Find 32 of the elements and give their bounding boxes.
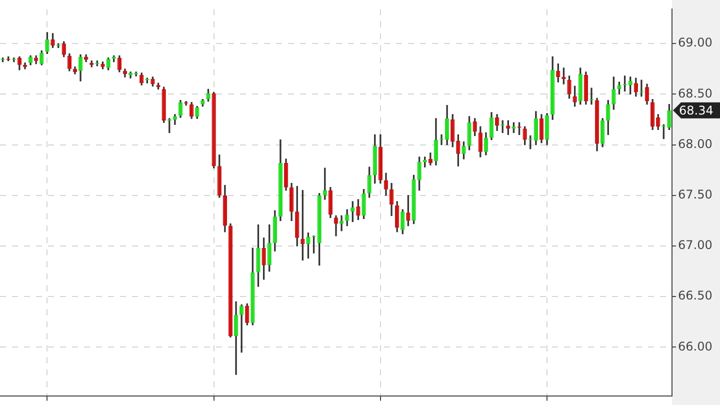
candlestick bbox=[617, 82, 622, 95]
candlestick bbox=[50, 33, 55, 48]
candlestick bbox=[306, 232, 310, 258]
candlestick bbox=[362, 189, 366, 220]
candlestick bbox=[100, 61, 105, 70]
candlestick bbox=[200, 98, 205, 107]
candlestick bbox=[612, 76, 616, 110]
candlestick bbox=[667, 104, 672, 130]
candlestick bbox=[572, 86, 577, 107]
y-tick-label: 68.00 bbox=[678, 136, 712, 151]
text: 68.34 bbox=[679, 104, 714, 118]
candlestick bbox=[206, 88, 210, 102]
y-tick-label: 66.50 bbox=[678, 288, 712, 303]
y-tick-label: 67.50 bbox=[678, 188, 712, 202]
candlestick bbox=[106, 57, 110, 70]
candlestick bbox=[45, 32, 50, 54]
candlestick bbox=[356, 199, 360, 220]
candlestick bbox=[417, 156, 422, 191]
y-tick-label: 67.00 bbox=[678, 238, 712, 252]
candlestick bbox=[339, 215, 344, 232]
candlestick bbox=[467, 116, 472, 150]
candlestick bbox=[262, 238, 266, 280]
y-tick-label: 68.50 bbox=[678, 86, 712, 100]
y-tick-label: 69.00 bbox=[678, 36, 712, 50]
candlestick bbox=[412, 174, 416, 224]
candlestick bbox=[250, 248, 255, 326]
candlestick bbox=[567, 76, 572, 99]
candlestick bbox=[406, 195, 410, 226]
candlestick bbox=[462, 141, 466, 160]
y-tick-label: 66.00 bbox=[678, 339, 712, 354]
candlestick bbox=[256, 224, 260, 287]
candlestick bbox=[150, 76, 155, 86]
